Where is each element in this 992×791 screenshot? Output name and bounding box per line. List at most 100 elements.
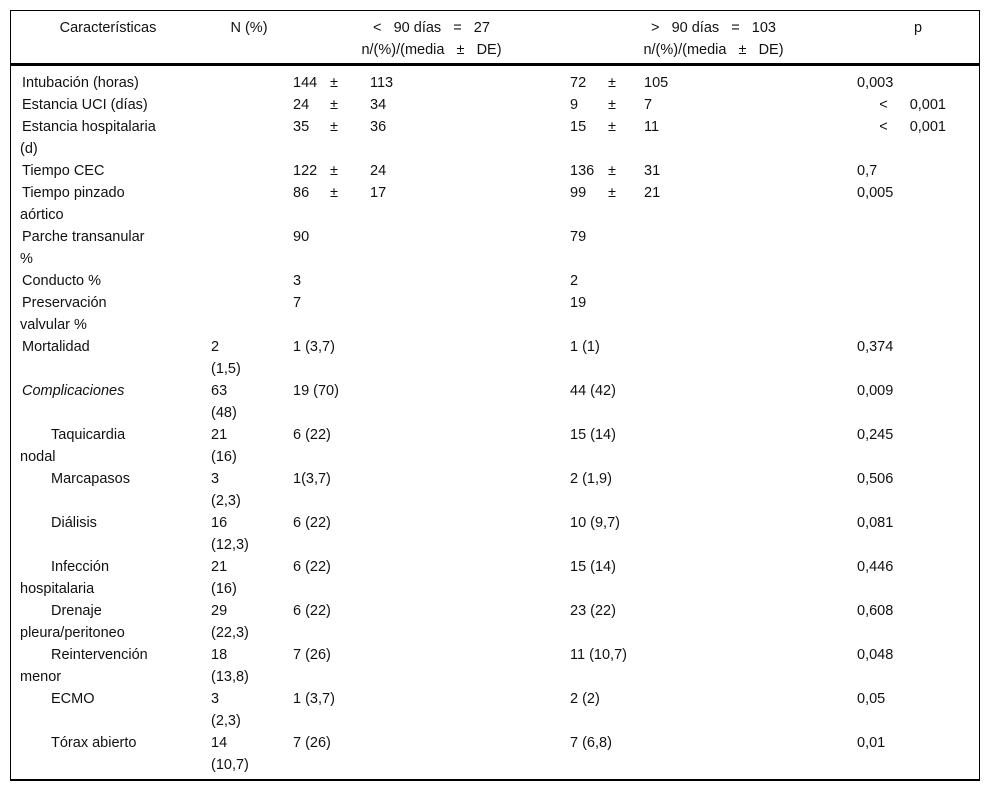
value-segment: 19 (70) bbox=[293, 383, 339, 399]
value-segment: 6 (22) bbox=[293, 603, 331, 619]
cell-n-pct: 18 (13,8) bbox=[211, 647, 249, 685]
column-header-lt90-dias: < 90 días = 27 n/(%)/(media ± DE) bbox=[361, 20, 502, 58]
cell-caracteristica: Mortalidad bbox=[22, 339, 90, 355]
cell-gt90-value: 9 ±7 bbox=[570, 94, 857, 116]
cell-p-value: 0,506 bbox=[857, 471, 894, 487]
cell-lt90-value: 6 (22) bbox=[293, 600, 570, 644]
cell-p-value: 0,446 bbox=[857, 559, 894, 575]
cell-p-value: 0,081 bbox=[857, 515, 894, 531]
value-segment: 1 (3,7) bbox=[293, 339, 335, 355]
cell-gt90-value: 99 ±21 bbox=[570, 182, 857, 226]
cell-caracteristica: Reintervención menor bbox=[20, 647, 148, 685]
table-row: Tiempo CEC 122 ±24 136 ±31 0,7 bbox=[11, 160, 979, 182]
cell-p-value: < 0,001 bbox=[879, 97, 946, 113]
value-segment: 2 bbox=[570, 273, 579, 289]
table-row: Conducto % 3 2 bbox=[11, 270, 979, 292]
cell-n-pct bbox=[205, 292, 293, 336]
value-segment: 17 bbox=[370, 185, 387, 201]
value-segment: 7 (6,8) bbox=[570, 735, 612, 751]
value-segment: ± bbox=[608, 97, 616, 113]
value-segment: 79 bbox=[570, 229, 587, 245]
cell-caracteristica: Intubación (horas) bbox=[22, 75, 139, 91]
value-segment: 1 (1) bbox=[570, 339, 600, 355]
value-segment: 7 bbox=[293, 295, 302, 311]
cell-gt90-value: 11 (10,7) bbox=[570, 644, 857, 688]
cell-lt90-value: 19 (70) bbox=[293, 380, 570, 424]
value-segment: 36 bbox=[370, 119, 387, 135]
cell-n-pct: 14 (10,7) bbox=[211, 735, 249, 773]
value-segment: ± bbox=[330, 119, 338, 135]
cell-caracteristica: Marcapasos bbox=[51, 471, 130, 487]
cell-gt90-value: 72 ±105 bbox=[570, 72, 857, 94]
cell-p-value: 0,048 bbox=[857, 647, 894, 663]
cell-gt90-value: 2 bbox=[570, 270, 857, 292]
cell-n-pct: 16 (12,3) bbox=[211, 515, 249, 553]
value-segment: 99 bbox=[570, 185, 587, 201]
value-segment: 34 bbox=[370, 97, 387, 113]
cell-gt90-value: 15 (14) bbox=[570, 556, 857, 600]
table-row: Marcapasos 3 (2,3) 1(3,7) 2 (1,9) 0,506 bbox=[11, 468, 979, 512]
value-segment: 105 bbox=[644, 75, 669, 91]
cell-caracteristica: Estancia UCI (días) bbox=[22, 97, 148, 113]
cell-n-pct: 63 (48) bbox=[211, 383, 237, 421]
cell-n-pct: 2 (1,5) bbox=[211, 339, 241, 377]
value-segment: 10 (9,7) bbox=[570, 515, 620, 531]
cell-lt90-value: 90 bbox=[293, 226, 570, 270]
cell-n-pct: 3 (2,3) bbox=[211, 471, 241, 509]
value-segment: 35 bbox=[293, 119, 310, 135]
cell-p-value: 0,05 bbox=[857, 691, 886, 707]
value-segment: ± bbox=[330, 75, 338, 91]
cell-gt90-value: 79 bbox=[570, 226, 857, 270]
cell-n-pct bbox=[205, 270, 293, 292]
cell-p-value: 0,374 bbox=[857, 339, 894, 355]
cell-n-pct: 3 (2,3) bbox=[211, 691, 241, 729]
cell-caracteristica: Tiempo CEC bbox=[22, 163, 105, 179]
value-segment: 7 bbox=[644, 97, 653, 113]
cell-p-value bbox=[857, 270, 979, 292]
table-row: ECMO 3 (2,3) 1 (3,7) 2 (2) 0,05 bbox=[11, 688, 979, 732]
value-segment: 31 bbox=[644, 163, 661, 179]
value-segment: 24 bbox=[370, 163, 387, 179]
cell-gt90-value: 44 (42) bbox=[570, 380, 857, 424]
cell-gt90-value: 1 (1) bbox=[570, 336, 857, 380]
cell-caracteristica: Conducto % bbox=[22, 273, 101, 289]
value-segment: 3 bbox=[293, 273, 302, 289]
column-header-caracteristicas: Características bbox=[59, 20, 157, 36]
cell-lt90-value: 1 (3,7) bbox=[293, 336, 570, 380]
cell-caracteristica: ECMO bbox=[51, 691, 95, 707]
value-segment: 6 (22) bbox=[293, 515, 331, 531]
cell-caracteristica: Drenaje pleura/peritoneo bbox=[20, 603, 125, 641]
cell-n-pct: 29 (22,3) bbox=[211, 603, 249, 641]
value-segment: 144 bbox=[293, 75, 318, 91]
cell-lt90-value: 144 ±113 bbox=[293, 72, 570, 94]
value-segment: 72 bbox=[570, 75, 587, 91]
table-header-row: Características N (%) < 90 días = 27 n/(… bbox=[11, 11, 979, 66]
value-segment: 15 bbox=[570, 119, 587, 135]
value-segment: 2 (1,9) bbox=[570, 471, 612, 487]
cell-lt90-value: 1(3,7) bbox=[293, 468, 570, 512]
value-segment: 19 bbox=[570, 295, 587, 311]
cell-p-value: 0,245 bbox=[857, 427, 894, 443]
cell-caracteristica: Taquicardia nodal bbox=[20, 427, 126, 465]
table-row: Tiempo pinzado aórtico 86 ±17 99 ±21 0,005 bbox=[11, 182, 979, 226]
cell-p-value bbox=[857, 292, 979, 336]
cell-n-pct bbox=[205, 94, 293, 116]
cell-n-pct: 21 (16) bbox=[211, 427, 237, 465]
value-segment: 90 bbox=[293, 229, 310, 245]
value-segment: 6 (22) bbox=[293, 559, 331, 575]
value-segment: 7 (26) bbox=[293, 735, 331, 751]
cell-p-value bbox=[857, 226, 979, 270]
table-row: Preservación valvular % 7 19 bbox=[11, 292, 979, 336]
value-segment: 7 (26) bbox=[293, 647, 331, 663]
value-segment: ± bbox=[330, 185, 338, 201]
cell-caracteristica: Parche transanular % bbox=[20, 229, 145, 267]
cell-caracteristica: Diálisis bbox=[51, 515, 97, 531]
column-header-p-value: p bbox=[913, 20, 923, 36]
cell-gt90-value: 2 (2) bbox=[570, 688, 857, 732]
value-segment: 21 bbox=[644, 185, 661, 201]
cell-n-pct: 21 (16) bbox=[211, 559, 237, 597]
value-segment: 2 (2) bbox=[570, 691, 600, 707]
cell-gt90-value: 19 bbox=[570, 292, 857, 336]
value-segment: ± bbox=[608, 185, 616, 201]
